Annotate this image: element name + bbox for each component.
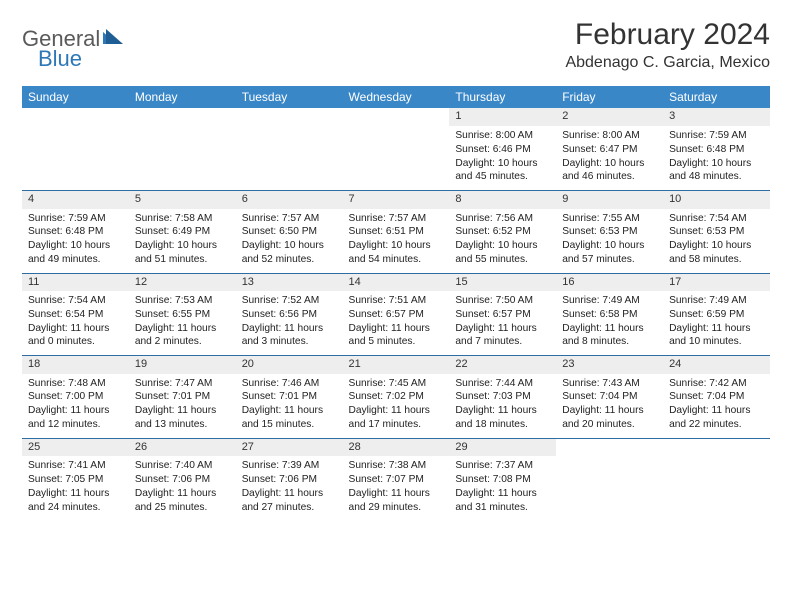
day-detail-cell: Sunrise: 7:57 AMSunset: 6:51 PMDaylight:… xyxy=(343,209,450,274)
day-detail-row: Sunrise: 7:41 AMSunset: 7:05 PMDaylight:… xyxy=(22,456,770,520)
day-detail-cell: Sunrise: 7:49 AMSunset: 6:59 PMDaylight:… xyxy=(663,291,770,356)
day-number-row: 2526272829 xyxy=(22,438,770,456)
day-number-row: 45678910 xyxy=(22,191,770,209)
day-detail-cell: Sunrise: 7:37 AMSunset: 7:08 PMDaylight:… xyxy=(449,456,556,520)
day-detail-cell xyxy=(663,456,770,520)
day-detail-cell: Sunrise: 7:44 AMSunset: 7:03 PMDaylight:… xyxy=(449,374,556,439)
day-detail-cell xyxy=(236,126,343,191)
day-detail-cell: Sunrise: 7:55 AMSunset: 6:53 PMDaylight:… xyxy=(556,209,663,274)
day-detail-cell: Sunrise: 7:43 AMSunset: 7:04 PMDaylight:… xyxy=(556,374,663,439)
day-number-cell: 4 xyxy=(22,191,129,209)
day-detail-cell: Sunrise: 7:38 AMSunset: 7:07 PMDaylight:… xyxy=(343,456,450,520)
weekday-header-row: Sunday Monday Tuesday Wednesday Thursday… xyxy=(22,86,770,108)
day-number-cell: 9 xyxy=(556,191,663,209)
day-number-row: 11121314151617 xyxy=(22,273,770,291)
day-number-cell: 23 xyxy=(556,356,663,374)
weekday-header: Tuesday xyxy=(236,86,343,108)
day-detail-cell: Sunrise: 7:58 AMSunset: 6:49 PMDaylight:… xyxy=(129,209,236,274)
location-label: Abdenago C. Garcia, Mexico xyxy=(565,54,770,72)
title-block: February 2024 Abdenago C. Garcia, Mexico xyxy=(565,18,770,72)
day-number-cell xyxy=(236,108,343,126)
day-detail-cell: Sunrise: 7:59 AMSunset: 6:48 PMDaylight:… xyxy=(663,126,770,191)
day-number-cell xyxy=(22,108,129,126)
weekday-header: Friday xyxy=(556,86,663,108)
day-number-cell: 24 xyxy=(663,356,770,374)
day-number-cell: 3 xyxy=(663,108,770,126)
day-detail-cell: Sunrise: 7:46 AMSunset: 7:01 PMDaylight:… xyxy=(236,374,343,439)
day-number-cell: 20 xyxy=(236,356,343,374)
day-detail-cell: Sunrise: 7:52 AMSunset: 6:56 PMDaylight:… xyxy=(236,291,343,356)
day-number-cell: 16 xyxy=(556,273,663,291)
day-number-cell: 25 xyxy=(22,438,129,456)
month-title: February 2024 xyxy=(565,18,770,52)
weekday-header: Saturday xyxy=(663,86,770,108)
logo-triangle-icon xyxy=(103,28,125,51)
weekday-header: Sunday xyxy=(22,86,129,108)
logo-text-blue: Blue xyxy=(38,46,82,71)
weekday-header: Monday xyxy=(129,86,236,108)
day-detail-cell: Sunrise: 8:00 AMSunset: 6:46 PMDaylight:… xyxy=(449,126,556,191)
day-number-cell: 26 xyxy=(129,438,236,456)
day-number-row: 18192021222324 xyxy=(22,356,770,374)
day-number-cell xyxy=(129,108,236,126)
day-number-cell: 17 xyxy=(663,273,770,291)
day-detail-cell: Sunrise: 7:56 AMSunset: 6:52 PMDaylight:… xyxy=(449,209,556,274)
day-detail-cell: Sunrise: 7:40 AMSunset: 7:06 PMDaylight:… xyxy=(129,456,236,520)
day-detail-cell: Sunrise: 7:59 AMSunset: 6:48 PMDaylight:… xyxy=(22,209,129,274)
day-detail-row: Sunrise: 7:54 AMSunset: 6:54 PMDaylight:… xyxy=(22,291,770,356)
day-number-cell: 29 xyxy=(449,438,556,456)
day-detail-cell: Sunrise: 7:54 AMSunset: 6:54 PMDaylight:… xyxy=(22,291,129,356)
day-number-cell: 7 xyxy=(343,191,450,209)
day-detail-cell xyxy=(343,126,450,191)
day-detail-row: Sunrise: 7:48 AMSunset: 7:00 PMDaylight:… xyxy=(22,374,770,439)
day-number-cell: 8 xyxy=(449,191,556,209)
day-number-cell: 11 xyxy=(22,273,129,291)
day-detail-cell: Sunrise: 7:51 AMSunset: 6:57 PMDaylight:… xyxy=(343,291,450,356)
day-number-cell: 14 xyxy=(343,273,450,291)
day-number-cell: 2 xyxy=(556,108,663,126)
day-number-cell: 19 xyxy=(129,356,236,374)
day-number-cell: 6 xyxy=(236,191,343,209)
day-number-cell xyxy=(556,438,663,456)
day-number-cell: 28 xyxy=(343,438,450,456)
day-number-cell xyxy=(663,438,770,456)
day-detail-cell xyxy=(22,126,129,191)
calendar-table: Sunday Monday Tuesday Wednesday Thursday… xyxy=(22,86,770,520)
day-detail-cell: Sunrise: 7:53 AMSunset: 6:55 PMDaylight:… xyxy=(129,291,236,356)
weekday-header: Wednesday xyxy=(343,86,450,108)
logo-text-blue-wrap: Blue xyxy=(38,46,82,72)
day-number-cell: 12 xyxy=(129,273,236,291)
day-detail-cell: Sunrise: 7:54 AMSunset: 6:53 PMDaylight:… xyxy=(663,209,770,274)
day-number-cell: 21 xyxy=(343,356,450,374)
day-detail-cell: Sunrise: 7:50 AMSunset: 6:57 PMDaylight:… xyxy=(449,291,556,356)
weekday-header: Thursday xyxy=(449,86,556,108)
day-detail-cell: Sunrise: 7:49 AMSunset: 6:58 PMDaylight:… xyxy=(556,291,663,356)
day-detail-cell: Sunrise: 7:47 AMSunset: 7:01 PMDaylight:… xyxy=(129,374,236,439)
day-detail-row: Sunrise: 7:59 AMSunset: 6:48 PMDaylight:… xyxy=(22,209,770,274)
day-number-cell: 13 xyxy=(236,273,343,291)
day-number-cell: 27 xyxy=(236,438,343,456)
day-number-cell: 18 xyxy=(22,356,129,374)
day-number-cell: 22 xyxy=(449,356,556,374)
day-number-row: 123 xyxy=(22,108,770,126)
day-detail-cell xyxy=(129,126,236,191)
day-number-cell: 15 xyxy=(449,273,556,291)
day-detail-cell: Sunrise: 7:39 AMSunset: 7:06 PMDaylight:… xyxy=(236,456,343,520)
header: General February 2024 Abdenago C. Garcia… xyxy=(22,18,770,72)
day-detail-cell: Sunrise: 7:42 AMSunset: 7:04 PMDaylight:… xyxy=(663,374,770,439)
day-detail-cell: Sunrise: 7:45 AMSunset: 7:02 PMDaylight:… xyxy=(343,374,450,439)
day-detail-cell xyxy=(556,456,663,520)
day-number-cell: 5 xyxy=(129,191,236,209)
day-detail-cell: Sunrise: 7:57 AMSunset: 6:50 PMDaylight:… xyxy=(236,209,343,274)
day-detail-cell: Sunrise: 8:00 AMSunset: 6:47 PMDaylight:… xyxy=(556,126,663,191)
day-number-cell: 10 xyxy=(663,191,770,209)
day-number-cell: 1 xyxy=(449,108,556,126)
day-detail-row: Sunrise: 8:00 AMSunset: 6:46 PMDaylight:… xyxy=(22,126,770,191)
day-detail-cell: Sunrise: 7:48 AMSunset: 7:00 PMDaylight:… xyxy=(22,374,129,439)
day-number-cell xyxy=(343,108,450,126)
day-detail-cell: Sunrise: 7:41 AMSunset: 7:05 PMDaylight:… xyxy=(22,456,129,520)
